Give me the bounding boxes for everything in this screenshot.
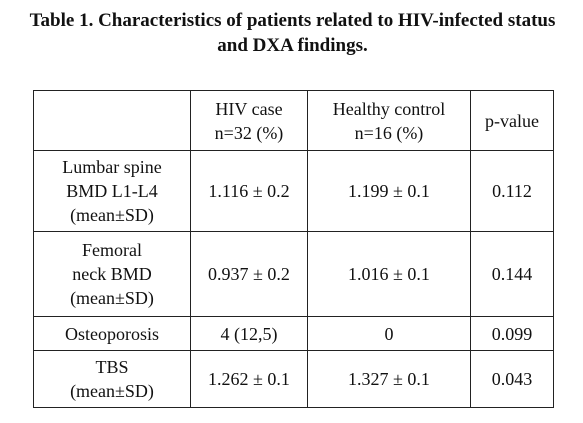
row-label: Femoral neck BMD (mean±SD) [33, 231, 191, 317]
table-row: Osteoporosis 4 (12,5) 0 0.099 [33, 316, 554, 351]
table-cell: 4 (12,5) [190, 316, 308, 351]
cell-line: 0.043 [491, 369, 533, 389]
cell-line: neck BMD [72, 264, 152, 284]
cell-line: HIV case [215, 98, 283, 119]
cell-line: Lumbar spine [62, 157, 162, 177]
cell-line: p-value [485, 110, 539, 131]
cell-line: Osteoporosis [65, 323, 159, 344]
row-label: Lumbar spine BMD L1-L4 (mean±SD) [33, 150, 191, 232]
table-title: Table 1. Characteristics of patients rel… [29, 10, 556, 56]
cell-line: n=32 (%) [214, 122, 284, 143]
table-cell: 0 [307, 316, 471, 351]
cell-line: (mean±SD) [70, 381, 154, 401]
cell-line: 0.144 [491, 264, 533, 284]
cell-line: n=16 (%) [354, 122, 424, 143]
table-row: Lumbar spine BMD L1-L4 (mean±SD) 1.116 ± 0.… [33, 150, 554, 232]
table-cell: 1.116 ± 0.2 [190, 150, 308, 232]
cell-line: 1.199 ± 0.1 [348, 181, 430, 201]
table-cell: 0.112 [470, 150, 554, 232]
cell-line: 1.327 ± 0.1 [348, 369, 430, 389]
table-cell: 0.937 ± 0.2 [190, 231, 308, 317]
empty-cell [33, 90, 191, 151]
header-cell: p-value [470, 90, 554, 151]
table-cell: 1.327 ± 0.1 [307, 350, 471, 408]
table-cell: 0.043 [470, 350, 554, 408]
cell-line: BMD L1-L4 [66, 181, 158, 201]
table-row: Femoral neck BMD (mean±SD) 0.937 ± 0.2 1.016… [33, 231, 554, 317]
cell-line: Femoral [82, 240, 142, 260]
table-cell: 1.262 ± 0.1 [190, 350, 308, 408]
cell-line: 1.016 ± 0.1 [348, 264, 430, 284]
table-cell: 1.199 ± 0.1 [307, 150, 471, 232]
cell-line: 0 [384, 323, 394, 344]
cell-line: 0.937 ± 0.2 [208, 264, 290, 284]
table-cell: 1.016 ± 0.1 [307, 231, 471, 317]
table-cell: 0.099 [470, 316, 554, 351]
row-label: TBS (mean±SD) [33, 350, 191, 408]
table-cell: 0.144 [470, 231, 554, 317]
cell-line: (mean±SD) [70, 288, 154, 308]
table: HIV case n=32 (%) Healthy control n=16 (%) p… [33, 90, 554, 408]
cell-line: TBS [95, 357, 129, 377]
cell-line: 1.262 ± 0.1 [208, 369, 290, 389]
cell-line: 0.112 [492, 181, 532, 201]
cell-line: (mean±SD) [70, 205, 154, 225]
header-cell: Healthy control n=16 (%) [307, 90, 471, 151]
table-row: TBS (mean±SD) 1.262 ± 0.1 1.327 ± 0.1 0.043 [33, 350, 554, 408]
cell-line: 4 (12,5) [220, 323, 278, 344]
cell-line: 0.099 [491, 323, 533, 344]
header-cell: HIV case n=32 (%) [190, 90, 308, 151]
cell-line: 1.116 ± 0.2 [208, 181, 290, 201]
cell-line: Healthy control [332, 98, 446, 119]
header-row: HIV case n=32 (%) Healthy control n=16 (%) p… [33, 90, 554, 151]
row-label: Osteoporosis [33, 316, 191, 351]
